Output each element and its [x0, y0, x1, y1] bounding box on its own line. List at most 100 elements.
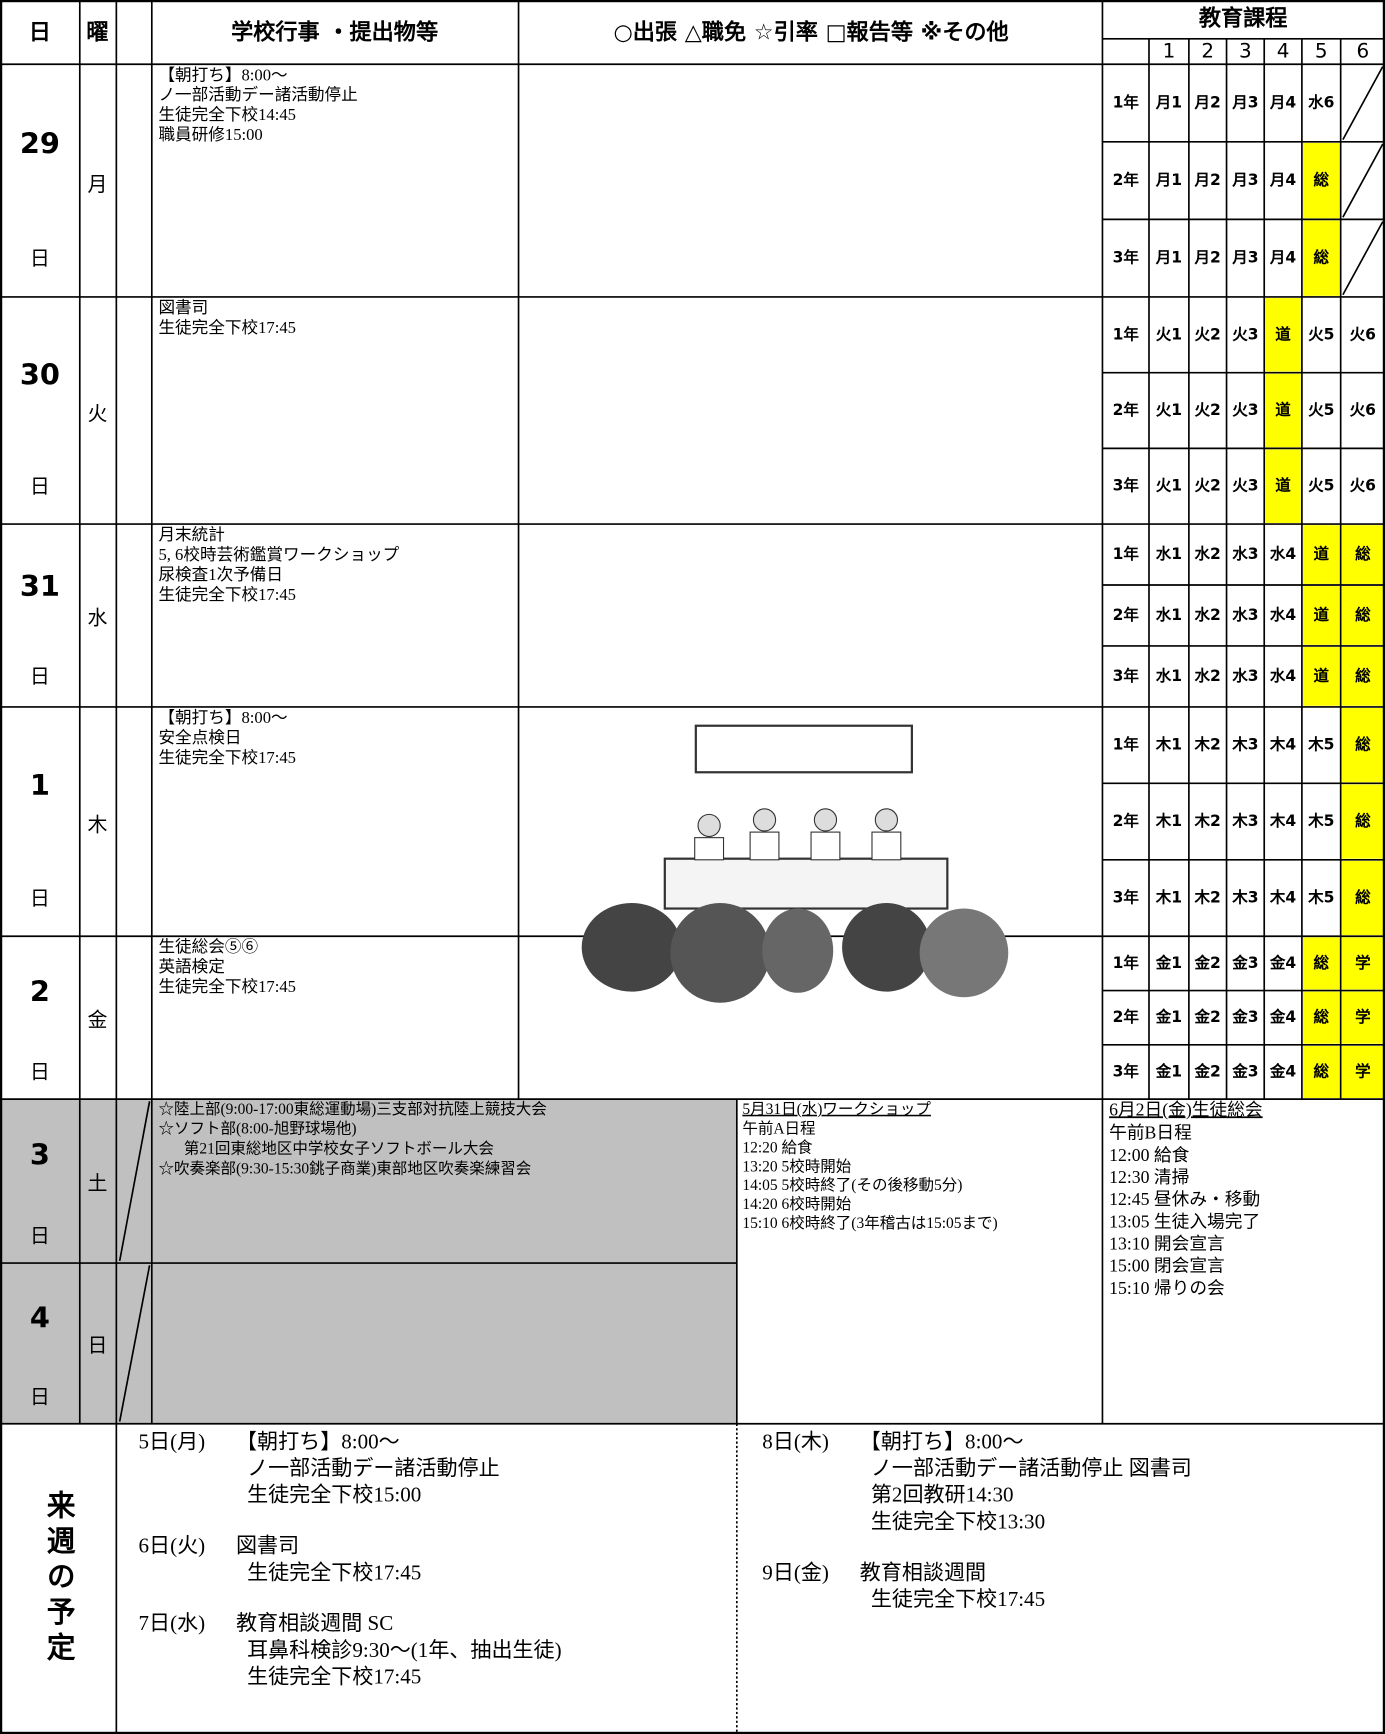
- period: 道: [1275, 476, 1291, 495]
- period: 総: [1355, 811, 1371, 830]
- rule: [1342, 221, 1384, 296]
- grade: 2年: [1113, 170, 1140, 189]
- grade: 3年: [1113, 476, 1140, 495]
- period: 総: [1314, 170, 1330, 189]
- period: 木4: [1269, 735, 1297, 754]
- workshop-line: 12:20 給食: [742, 1139, 813, 1157]
- highlight: [1303, 647, 1340, 706]
- period: 木3: [1231, 735, 1258, 754]
- header-weekday: 曜: [86, 20, 108, 46]
- event: 職員研修15:00: [158, 125, 262, 144]
- next-line: 教育相談週間: [860, 1560, 986, 1584]
- period: 月1: [1155, 249, 1182, 267]
- next-line: 【朝打ち】8:00～: [860, 1430, 1024, 1454]
- period: 総: [1355, 735, 1371, 754]
- grade: 3年: [1113, 888, 1140, 907]
- assembly-line: 15:10 帰りの会: [1109, 1278, 1225, 1298]
- next-day: 9日(金): [762, 1560, 829, 1584]
- highlight: [1341, 991, 1384, 1044]
- period: 月2: [1194, 94, 1221, 112]
- workshop-line: 15:10 6校時終了(3年稽古は15:05まで): [742, 1214, 997, 1232]
- assembly-title: 6月2日(金)生徒総会: [1109, 1099, 1263, 1119]
- period: 金3: [1231, 1007, 1258, 1026]
- grade: 2年: [1113, 1007, 1140, 1026]
- event: 月末統計: [158, 525, 224, 544]
- event: 5, 6校時芸術鑑賞ワークショップ: [158, 545, 399, 564]
- period: 水3: [1232, 544, 1258, 563]
- highlight: [1265, 449, 1301, 523]
- next-line: 生徒完全下校17:45: [871, 1587, 1045, 1611]
- period: 金1: [1155, 953, 1182, 972]
- period: 金3: [1231, 1061, 1258, 1080]
- next-day: 8日(木): [762, 1430, 829, 1454]
- period: 金1: [1155, 1007, 1182, 1026]
- period: 月2: [1194, 249, 1221, 267]
- event: 生徒完全下校17:45: [158, 318, 296, 337]
- period: 木5: [1307, 811, 1334, 830]
- assembly-line: 13:05 生徒入場完了: [1109, 1211, 1260, 1231]
- period: 総: [1355, 544, 1371, 563]
- header-events: 学校行事 ・提出物等: [231, 20, 438, 46]
- grade: 1年: [1113, 93, 1140, 112]
- workshop-title: 5月31日(水)ワークショップ: [742, 1100, 931, 1118]
- weekend-event: ☆吹奏楽部(9:30-15:30銚子商業)東部地区吹奏楽練習会: [158, 1160, 531, 1178]
- grade: 1年: [1113, 544, 1140, 563]
- assembly-line: 午前B日程: [1109, 1123, 1192, 1143]
- period: 道: [1275, 400, 1291, 419]
- grade: 3年: [1113, 248, 1140, 267]
- workshop-line: 13:20 5校時開始: [742, 1157, 851, 1175]
- highlight: [1303, 586, 1340, 645]
- header-notes: ○出張 △職免 ☆引率 □報告等 ※その他: [613, 20, 1008, 46]
- period: 学: [1355, 1061, 1371, 1080]
- period: 総: [1355, 666, 1371, 685]
- event: 生徒完全下校17:45: [158, 977, 296, 996]
- period: 水2: [1195, 544, 1221, 563]
- period: 火6: [1350, 325, 1376, 343]
- period: 火5: [1308, 477, 1334, 495]
- highlight: [1303, 220, 1340, 296]
- period: 火1: [1156, 477, 1182, 495]
- event: 図書司: [158, 298, 208, 317]
- period: 火5: [1308, 325, 1334, 343]
- next-line: 生徒完全下校17:45: [247, 1664, 421, 1688]
- period: 月1: [1155, 94, 1182, 112]
- grade: 2年: [1113, 605, 1140, 624]
- day-suffix: 日: [30, 1385, 50, 1409]
- workshop-line: 午前A日程: [742, 1120, 815, 1138]
- weekend-event: ☆陸上部(9:00-17:00東総運動場)三支部対抗陸上競技大会: [158, 1100, 546, 1118]
- period: 水1: [1156, 666, 1182, 685]
- event: ノ一部活動デー諸活動停止: [158, 84, 357, 104]
- period: 道: [1314, 666, 1330, 685]
- event: 生徒完全下校14:45: [158, 105, 296, 124]
- day-suffix: 日: [30, 246, 50, 270]
- next-day: 7日(水): [139, 1611, 206, 1635]
- period: 火3: [1232, 401, 1258, 419]
- period: 道: [1314, 544, 1330, 563]
- weekday: 木: [88, 813, 108, 837]
- grade: 2年: [1113, 400, 1140, 419]
- period: 総: [1355, 605, 1371, 624]
- weekday: 土: [88, 1171, 108, 1195]
- period: 月2: [1194, 171, 1221, 189]
- period: 水2: [1195, 666, 1221, 685]
- date: 1: [30, 768, 50, 802]
- period: 火3: [1232, 477, 1258, 495]
- next-line: 図書司: [236, 1534, 299, 1558]
- highlight: [1341, 525, 1384, 584]
- next-line: 生徒完全下校15:00: [247, 1483, 421, 1507]
- day-suffix: 日: [30, 474, 50, 498]
- period-number: 6: [1356, 39, 1369, 63]
- event: 【朝打ち】8:00～: [158, 708, 287, 727]
- next-line: ノ一部活動デー諸活動停止: [247, 1456, 500, 1480]
- grade: 2年: [1113, 811, 1140, 830]
- highlight: [1341, 586, 1384, 645]
- day-suffix: 日: [30, 664, 50, 688]
- period: 水3: [1232, 666, 1258, 685]
- period: 木4: [1269, 811, 1297, 830]
- period: 水4: [1270, 666, 1297, 685]
- period-number: 3: [1239, 39, 1252, 63]
- weekend-event: 第21回東総地区中学校女子ソフトボール大会: [184, 1139, 494, 1158]
- next-line: 生徒完全下校13:30: [871, 1509, 1045, 1533]
- period: 火2: [1195, 401, 1221, 419]
